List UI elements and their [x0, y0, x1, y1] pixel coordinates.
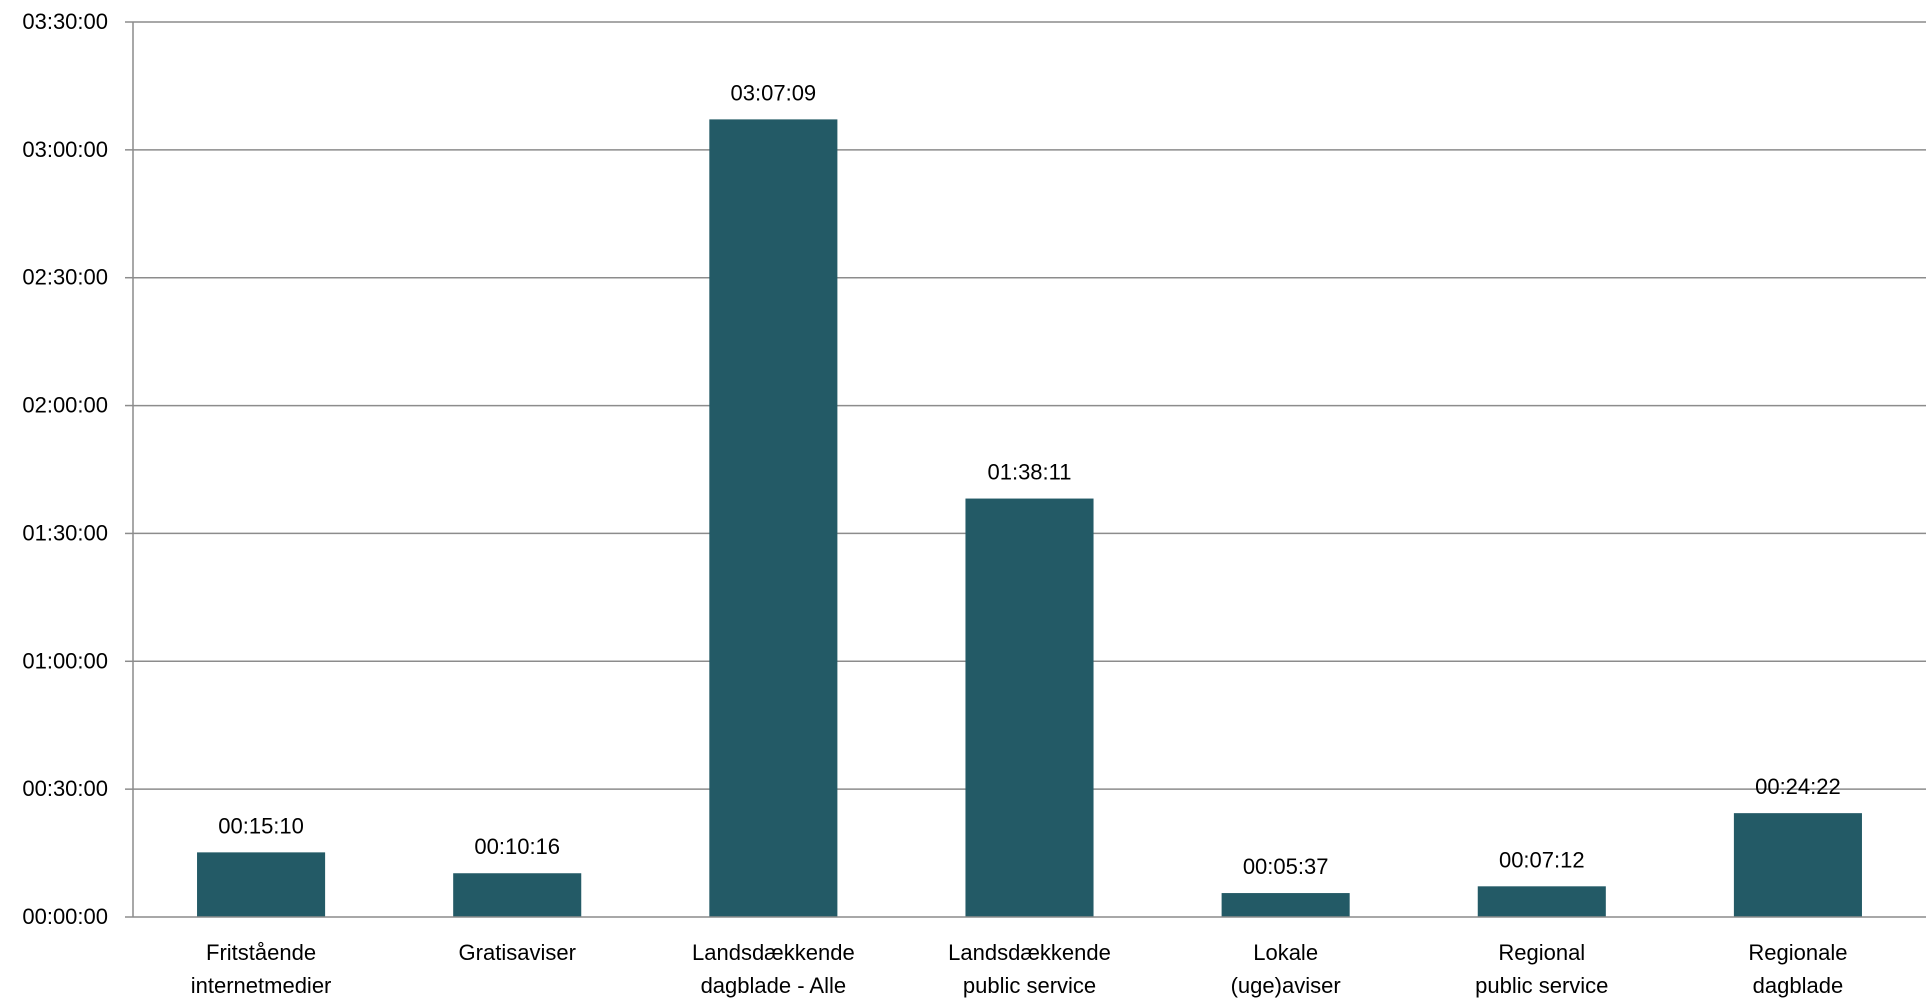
- data-labels: 00:15:10 00:10:16 03:07:09 01:38:11 00:05:37…: [218, 80, 1840, 879]
- x-category-label: Regional public service: [1475, 940, 1608, 998]
- bar: [1221, 893, 1350, 917]
- y-tick-label: 02:30:00: [22, 265, 108, 290]
- data-label: 00:07:12: [1499, 847, 1585, 872]
- x-category-label: Gratisaviser: [459, 940, 576, 965]
- bar: [197, 852, 326, 917]
- data-label: 01:38:11: [987, 460, 1071, 485]
- x-axis-category-labels: Fritstående internetmedier Gratisaviser Lan…: [191, 940, 1848, 998]
- bar: [1477, 886, 1606, 917]
- data-label: 00:10:16: [474, 834, 560, 859]
- x-category-label: Lokale (uge)aviser: [1231, 940, 1341, 998]
- bar: [965, 498, 1094, 917]
- y-tick-label: 00:00:00: [22, 904, 108, 929]
- bar: [1733, 813, 1862, 917]
- y-tick-label: 03:00:00: [22, 137, 108, 162]
- y-tick-label: 03:30:00: [22, 9, 108, 34]
- y-tick-label: 01:30:00: [22, 520, 108, 545]
- x-category-label: Regionale dagblade: [1748, 940, 1847, 998]
- data-label: 00:24:22: [1755, 774, 1841, 799]
- y-tick-label: 00:30:00: [22, 776, 108, 801]
- data-label: 00:15:10: [218, 813, 304, 838]
- bar: [709, 119, 838, 917]
- bar: [453, 873, 582, 917]
- x-category-label: Fritstående internetmedier: [191, 940, 332, 998]
- axes: [125, 21, 1926, 918]
- x-category-label: Landsdækkende dagblade - Alle: [692, 940, 855, 998]
- y-tick-label: 02:00:00: [22, 393, 108, 418]
- x-category-label: Landsdækkende public service: [948, 940, 1111, 998]
- data-label: 03:07:09: [731, 80, 817, 105]
- y-axis-tick-labels: 00:00:00 00:30:00 01:00:00 01:30:00 02:00:00…: [22, 9, 108, 929]
- bars: [197, 119, 1862, 917]
- data-label: 00:05:37: [1243, 854, 1329, 879]
- y-tick-label: 01:00:00: [22, 648, 108, 673]
